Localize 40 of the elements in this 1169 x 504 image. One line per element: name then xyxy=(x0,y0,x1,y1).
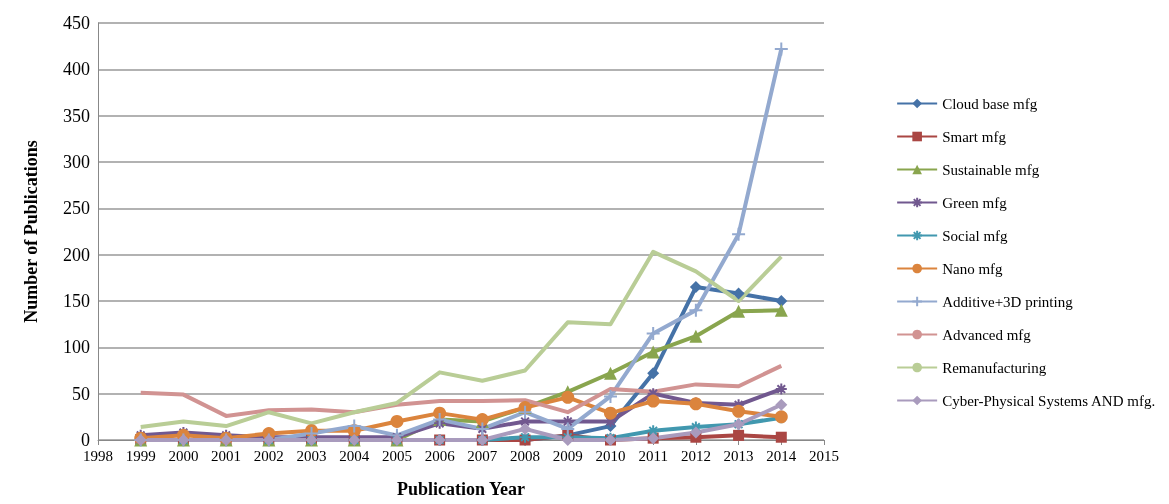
legend-label: Additive+3D printing xyxy=(942,293,1074,310)
legend-label: Cloud base mfg xyxy=(942,95,1038,112)
legend-label: Nano mfg xyxy=(942,260,1004,277)
y-tick-label: 0 xyxy=(81,430,90,450)
y-tick-label: 50 xyxy=(72,383,90,404)
x-axis-title: Publication Year xyxy=(397,479,525,499)
x-tick-label: 2011 xyxy=(638,447,668,464)
x-tick-label: 2014 xyxy=(766,447,797,464)
legend-label: Smart mfg xyxy=(942,128,1007,145)
y-tick-label: 100 xyxy=(63,337,90,358)
x-tick-label: 2007 xyxy=(467,447,498,464)
x-tick-label: 2005 xyxy=(381,447,412,464)
legend-label: Remanufacturing xyxy=(942,359,1047,376)
x-tick-label: 2010 xyxy=(595,447,626,464)
y-axis-title: Number of Publications xyxy=(21,140,41,323)
x-tick-label: 2009 xyxy=(552,447,583,464)
legend-label: Social mfg xyxy=(942,227,1009,244)
y-tick-label: 450 xyxy=(63,13,90,33)
x-tick-label: 2000 xyxy=(168,447,199,464)
legend-label: Sustainable mfg xyxy=(942,161,1040,178)
x-tick-label: 1999 xyxy=(125,447,156,464)
legend-label: Green mfg xyxy=(942,194,1008,211)
x-tick-label: 2006 xyxy=(424,447,456,464)
x-tick-label: 2001 xyxy=(211,447,242,464)
x-tick-label: 1998 xyxy=(83,447,113,464)
y-tick-label: 400 xyxy=(63,59,90,80)
x-tick-label: 2015 xyxy=(809,447,839,464)
y-tick-label: 350 xyxy=(63,105,90,126)
legend-label: Cyber-Physical Systems AND mfg. xyxy=(942,392,1156,409)
x-tick-label: 2003 xyxy=(296,447,327,464)
x-tick-label: 2012 xyxy=(680,447,711,464)
x-tick-label: 2008 xyxy=(510,447,541,464)
x-tick-label: 2002 xyxy=(253,447,284,464)
y-tick-label: 200 xyxy=(63,244,90,265)
y-tick-label: 250 xyxy=(63,198,90,219)
legend-label: Advanced mfg xyxy=(942,326,1032,343)
y-tick-label: 150 xyxy=(63,291,90,311)
y-tick-label: 300 xyxy=(63,152,90,172)
x-tick-label: 2013 xyxy=(723,447,754,464)
x-tick-label: 2004 xyxy=(339,447,370,464)
